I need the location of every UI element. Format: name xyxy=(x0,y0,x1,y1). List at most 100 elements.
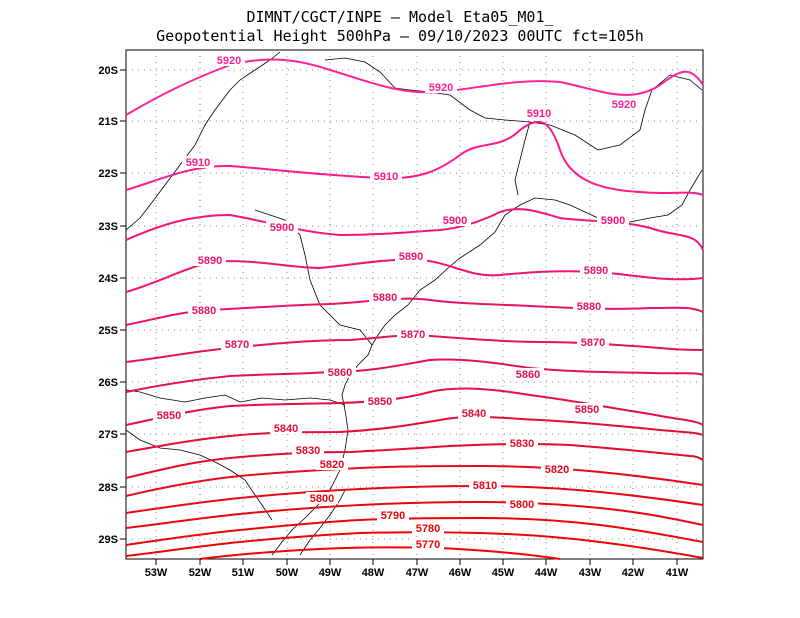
lon-tick-label: 44W xyxy=(535,567,558,579)
contour-label-5910: 5910 xyxy=(186,157,210,169)
lat-tick-label: 29S xyxy=(98,534,118,546)
contour-label-bg xyxy=(324,366,356,378)
contour-label-5850: 5850 xyxy=(368,396,392,408)
contour-label-5780: 5780 xyxy=(416,523,440,535)
contour-label-5870: 5870 xyxy=(401,329,425,341)
contour-labels: 5920 5920 5920 5910 5910 5910 5900 5900 5900 5890… xyxy=(153,54,640,551)
contour-label-5900: 5900 xyxy=(270,222,294,234)
lon-tick-label: 48W xyxy=(362,567,385,579)
contour-label-bg xyxy=(580,264,612,276)
contour-label-5890: 5890 xyxy=(198,255,222,267)
contour-line-5900 xyxy=(125,208,704,251)
title-line-2: Geopotential Height 500hPa – 09/10/2023 … xyxy=(156,27,644,45)
contour-label-bg xyxy=(270,422,302,434)
contour-label-5910: 5910 xyxy=(374,171,398,183)
contour-label-5920: 5920 xyxy=(217,55,241,67)
contour-label-5880: 5880 xyxy=(373,292,397,304)
contour-label-bg xyxy=(369,291,401,303)
contour-label-5900: 5900 xyxy=(443,215,467,227)
contour-line-5910 xyxy=(125,120,704,196)
contour-label-5800: 5800 xyxy=(310,493,334,505)
contour-label-bg xyxy=(597,214,629,226)
contour-line-5840 xyxy=(125,415,704,453)
contour-label-5920: 5920 xyxy=(612,99,636,111)
contour-label-5890: 5890 xyxy=(399,251,423,263)
contour-label-5820: 5820 xyxy=(320,459,344,471)
contour-label-bg xyxy=(458,407,490,419)
contour-label-5840: 5840 xyxy=(274,423,298,435)
axis-ticks: 20S 21S 22S 23S 24S 25S 26S 27S 28S 29S 53W 52W 51W 5… xyxy=(98,65,689,579)
contour-label-bg xyxy=(541,463,573,475)
contour-label-5890: 5890 xyxy=(584,265,608,277)
contour-label-5860: 5860 xyxy=(328,367,352,379)
lon-tick-label: 47W xyxy=(406,567,429,579)
title-line-1: DIMNT/CGCT/INPE – Model Eta05_M01_ xyxy=(246,8,554,26)
plot-frame xyxy=(125,49,704,560)
contour-label-5870: 5870 xyxy=(225,339,249,351)
contour-label-bg xyxy=(292,444,324,456)
contour-label-bg xyxy=(608,98,640,110)
contour-label-bg xyxy=(523,107,555,119)
lat-tick-label: 28S xyxy=(98,482,118,494)
contour-line-5790 xyxy=(125,516,704,546)
lat-tick-label: 26S xyxy=(98,377,118,389)
lat-tick-label: 25S xyxy=(98,325,118,337)
contour-label-bg xyxy=(397,328,429,340)
contour-line-5850 xyxy=(125,387,704,426)
lat-tick-label: 20S xyxy=(98,65,118,77)
lon-tick-label: 51W xyxy=(232,567,255,579)
lon-tick-label: 41W xyxy=(666,567,689,579)
contour-label-bg xyxy=(221,338,253,350)
lon-tick-label: 49W xyxy=(319,567,342,579)
contour-line-5800 xyxy=(125,500,704,529)
lat-tick-label: 24S xyxy=(98,273,118,285)
lat-tick-label: 21S xyxy=(98,116,118,128)
contour-label-5820: 5820 xyxy=(545,464,569,476)
contour-label-5850: 5850 xyxy=(157,410,181,422)
contour-label-bg xyxy=(571,403,603,415)
contour-label-5860: 5860 xyxy=(516,369,540,381)
contour-label-bg xyxy=(364,395,396,407)
contour-label-bg xyxy=(469,479,501,491)
contour-line-5860 xyxy=(125,358,704,393)
contour-line-5820 xyxy=(125,464,704,497)
contour-label-bg xyxy=(412,538,444,550)
contour-label-5850: 5850 xyxy=(575,404,599,416)
contour-label-5830: 5830 xyxy=(296,445,320,457)
contour-label-5840: 5840 xyxy=(462,408,486,420)
contour-label-bg xyxy=(512,368,544,380)
height-contours xyxy=(125,58,704,560)
contour-label-bg xyxy=(194,254,226,266)
contour-label-5790: 5790 xyxy=(381,510,405,522)
contour-label-bg xyxy=(266,221,298,233)
lat-tick-label: 23S xyxy=(98,221,118,233)
contour-label-5810: 5810 xyxy=(473,480,497,492)
contour-label-bg xyxy=(213,54,245,66)
contour-label-bg xyxy=(412,522,444,534)
contour-label-bg xyxy=(577,336,609,348)
lon-tick-label: 50W xyxy=(276,567,299,579)
contour-label-bg xyxy=(439,214,471,226)
contour-label-bg xyxy=(425,81,457,93)
contour-label-5770: 5770 xyxy=(416,539,440,551)
contour-label-bg xyxy=(306,492,338,504)
contour-label-bg xyxy=(153,409,185,421)
contour-label-bg xyxy=(188,304,220,316)
contour-label-bg xyxy=(182,156,214,168)
contour-label-bg xyxy=(377,509,409,521)
lon-tick-label: 52W xyxy=(189,567,212,579)
contour-label-bg xyxy=(506,498,538,510)
contour-label-5830: 5830 xyxy=(510,438,534,450)
contour-label-5880: 5880 xyxy=(577,301,601,313)
contour-label-5900: 5900 xyxy=(601,215,625,227)
lon-tick-label: 46W xyxy=(449,567,472,579)
contour-label-bg xyxy=(395,250,427,262)
lon-tick-label: 42W xyxy=(622,567,645,579)
contour-line-5810 xyxy=(125,484,704,514)
contour-label-5920: 5920 xyxy=(429,82,453,94)
contour-label-bg xyxy=(506,437,538,449)
lon-tick-label: 53W xyxy=(145,567,168,579)
contour-label-5880: 5880 xyxy=(192,305,216,317)
lat-tick-label: 27S xyxy=(98,429,118,441)
